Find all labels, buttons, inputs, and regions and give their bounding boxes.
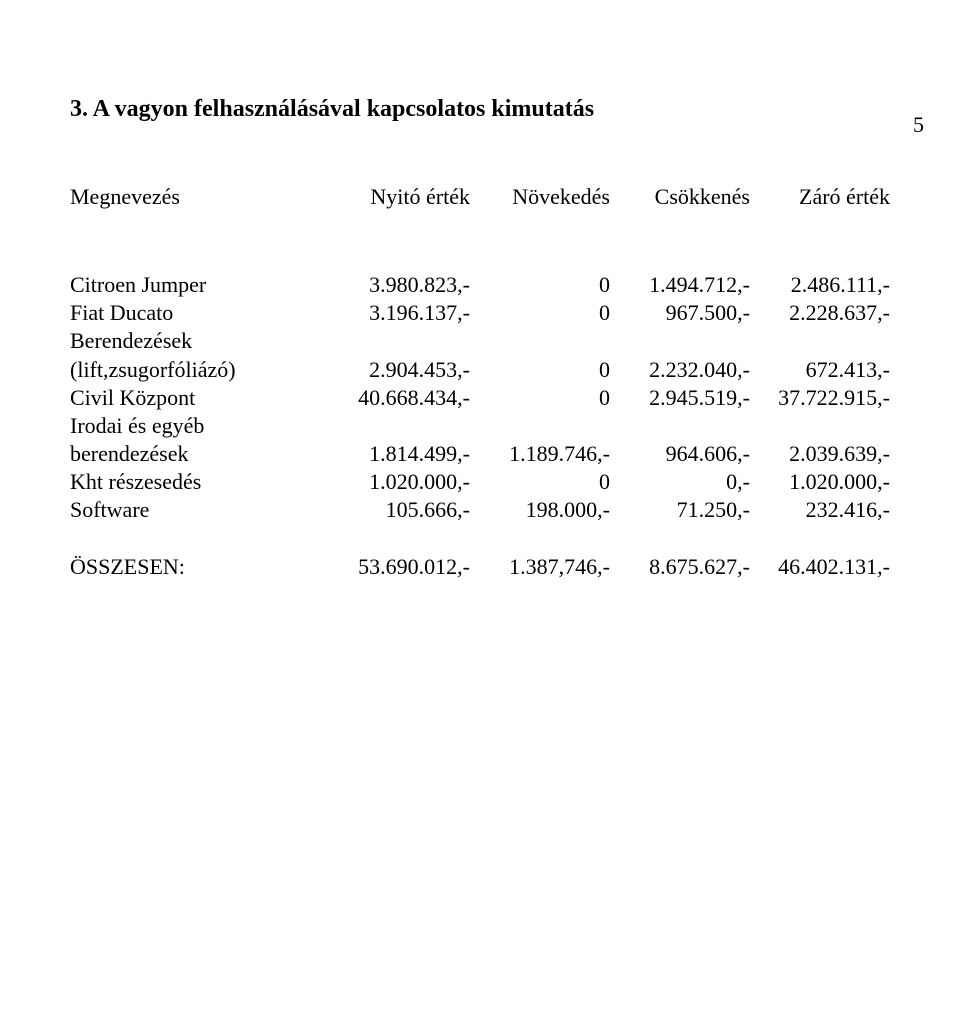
row-col-3: 2.232.040,- bbox=[610, 356, 750, 384]
row-col-1: 1.814.499,- bbox=[330, 440, 470, 468]
row-col-3: 2.945.519,- bbox=[610, 384, 750, 412]
row-col-1: 3.196.137,- bbox=[330, 299, 470, 327]
row-col-4: 232.416,- bbox=[750, 496, 890, 524]
row-label: (lift,zsugorfóliázó) bbox=[70, 356, 330, 384]
row-col-1: 1.020.000,- bbox=[330, 468, 470, 496]
row-col-4: 2.039.639,- bbox=[750, 440, 890, 468]
row-col-3: 0,- bbox=[610, 468, 750, 496]
header-col-4: Záró érték bbox=[750, 183, 890, 211]
row-col-2: 0 bbox=[470, 468, 610, 496]
table-row: Irodai és egyéb bbox=[70, 412, 890, 440]
row-label: Irodai és egyéb bbox=[70, 412, 330, 440]
total-c2: 1.387,746,- bbox=[470, 553, 610, 581]
asset-table: Megnevezés Nyitó érték Növekedés Csökken… bbox=[70, 183, 890, 581]
total-c4: 46.402.131,- bbox=[750, 553, 890, 581]
page: 5 3. A vagyon felhasználásával kapcsolat… bbox=[0, 96, 960, 1020]
row-label: Kht részesedés bbox=[70, 468, 330, 496]
row-col-2: 1.189.746,- bbox=[470, 440, 610, 468]
row-col-3: 967.500,- bbox=[610, 299, 750, 327]
row-col-4: 2.228.637,- bbox=[750, 299, 890, 327]
row-col-1: 3.980.823,- bbox=[330, 271, 470, 299]
row-label: Fiat Ducato bbox=[70, 299, 330, 327]
row-col-2: 0 bbox=[470, 384, 610, 412]
row-label: Civil Központ bbox=[70, 384, 330, 412]
table-row: Civil Központ40.668.434,-02.945.519,-37.… bbox=[70, 384, 890, 412]
header-col-2: Növekedés bbox=[470, 183, 610, 211]
row-col-2: 198.000,- bbox=[470, 496, 610, 524]
row-label: berendezések bbox=[70, 440, 330, 468]
table-row: Software105.666,-198.000,-71.250,-232.41… bbox=[70, 496, 890, 524]
table-row: Berendezések bbox=[70, 327, 890, 355]
row-col-1: 105.666,- bbox=[330, 496, 470, 524]
row-col-4: 2.486.111,- bbox=[750, 271, 890, 299]
row-col-2: 0 bbox=[470, 271, 610, 299]
row-col-1: 40.668.434,- bbox=[330, 384, 470, 412]
table-body: Citroen Jumper3.980.823,-01.494.712,-2.4… bbox=[70, 271, 890, 524]
total-c3: 8.675.627,- bbox=[610, 553, 750, 581]
row-col-4: 37.722.915,- bbox=[750, 384, 890, 412]
row-col-3: 1.494.712,- bbox=[610, 271, 750, 299]
table-row: Fiat Ducato3.196.137,-0967.500,-2.228.63… bbox=[70, 299, 890, 327]
header-col-1: Nyitó érték bbox=[330, 183, 470, 211]
row-label: Citroen Jumper bbox=[70, 271, 330, 299]
section-title: 3. A vagyon felhasználásával kapcsolatos… bbox=[70, 96, 890, 123]
table-header-row: Megnevezés Nyitó érték Növekedés Csökken… bbox=[70, 183, 890, 211]
spacer bbox=[70, 525, 890, 553]
total-c1: 53.690.012,- bbox=[330, 553, 470, 581]
row-col-3: 964.606,- bbox=[610, 440, 750, 468]
row-col-2: 0 bbox=[470, 356, 610, 384]
row-col-3: 71.250,- bbox=[610, 496, 750, 524]
row-col-1: 2.904.453,- bbox=[330, 356, 470, 384]
row-col-2: 0 bbox=[470, 299, 610, 327]
header-col-3: Csökkenés bbox=[610, 183, 750, 211]
row-label: Berendezések bbox=[70, 327, 330, 355]
row-col-4: 672.413,- bbox=[750, 356, 890, 384]
row-label: Software bbox=[70, 496, 330, 524]
page-number: 5 bbox=[913, 112, 924, 138]
table-row: Kht részesedés1.020.000,-00,-1.020.000,- bbox=[70, 468, 890, 496]
table-total-row: ÖSSZESEN: 53.690.012,- 1.387,746,- 8.675… bbox=[70, 553, 890, 581]
table-row: berendezések1.814.499,-1.189.746,-964.60… bbox=[70, 440, 890, 468]
table-row: Citroen Jumper3.980.823,-01.494.712,-2.4… bbox=[70, 271, 890, 299]
total-label: ÖSSZESEN: bbox=[70, 553, 330, 581]
table-row: (lift,zsugorfóliázó)2.904.453,-02.232.04… bbox=[70, 356, 890, 384]
row-col-4: 1.020.000,- bbox=[750, 468, 890, 496]
header-label: Megnevezés bbox=[70, 183, 330, 211]
